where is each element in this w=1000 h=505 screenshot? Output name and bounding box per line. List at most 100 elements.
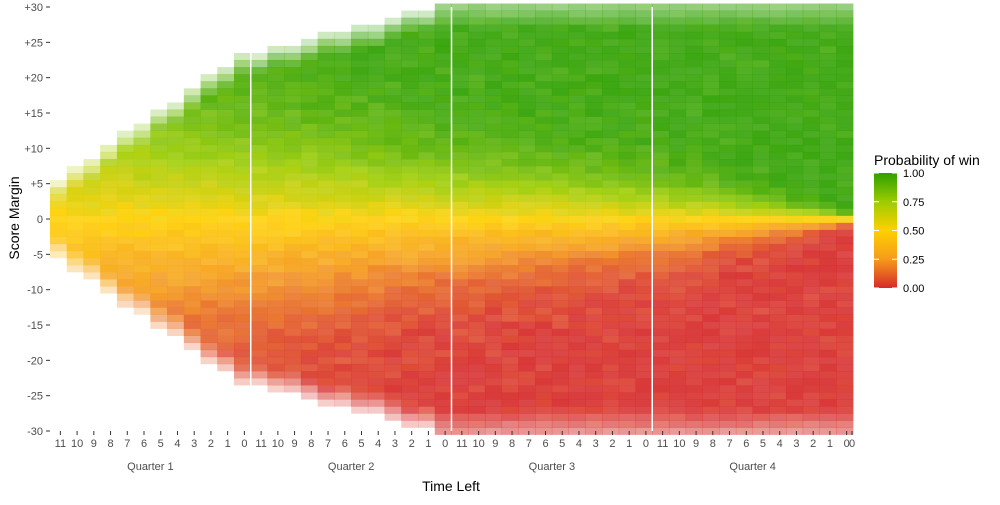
heatmap-cell xyxy=(83,229,101,238)
heatmap-cell xyxy=(551,392,570,400)
heatmap-cell xyxy=(752,243,770,252)
heatmap-cell xyxy=(267,201,285,209)
heatmap-cell xyxy=(183,314,201,322)
heatmap-cell xyxy=(685,222,703,230)
heatmap-cell xyxy=(334,137,352,146)
heatmap-cell xyxy=(284,151,302,160)
heatmap-cell xyxy=(367,222,385,230)
heatmap-cell xyxy=(836,328,854,336)
heatmap-cell xyxy=(618,342,636,351)
heatmap-cell xyxy=(568,123,586,132)
heatmap-cell xyxy=(652,215,670,223)
heatmap-cell xyxy=(802,109,820,117)
heatmap-cell xyxy=(769,293,787,301)
heatmap-cell xyxy=(685,109,703,117)
heatmap-cell xyxy=(568,272,586,280)
heatmap-cell xyxy=(300,378,319,386)
heatmap-cell xyxy=(217,173,235,181)
heatmap-cell xyxy=(116,250,135,259)
heatmap-cell xyxy=(685,385,703,393)
heatmap-cell xyxy=(551,406,570,414)
heatmap-cell xyxy=(351,102,369,110)
heatmap-cell xyxy=(267,109,285,117)
heatmap-cell xyxy=(668,123,687,132)
heatmap-cell xyxy=(334,123,352,132)
heatmap-cell xyxy=(300,81,319,89)
heatmap-cell xyxy=(685,328,703,336)
heatmap-cell xyxy=(769,88,787,96)
heatmap-cell xyxy=(167,215,185,223)
heatmap-cell xyxy=(234,137,252,146)
heatmap-cell xyxy=(317,81,335,89)
heatmap-cell xyxy=(819,116,837,124)
heatmap-cell xyxy=(384,314,402,322)
heatmap-cell xyxy=(217,123,235,132)
heatmap-cell xyxy=(635,293,653,301)
heatmap-cell xyxy=(652,363,670,372)
heatmap-cell xyxy=(618,272,636,280)
heatmap-cell xyxy=(668,102,687,110)
heatmap-cell xyxy=(451,123,469,132)
heatmap-cell xyxy=(217,215,235,223)
heatmap-cell xyxy=(317,250,335,259)
heatmap-cell xyxy=(635,222,653,230)
heatmap-cell xyxy=(535,187,553,195)
heatmap-cell xyxy=(468,67,486,75)
heatmap-cell xyxy=(551,250,570,259)
heatmap-cell xyxy=(418,349,436,358)
heatmap-cell xyxy=(451,300,469,308)
heatmap-cell xyxy=(451,399,469,407)
heatmap-cell xyxy=(752,123,770,132)
heatmap-cell xyxy=(451,215,469,223)
heatmap-cell xyxy=(719,243,737,252)
heatmap-cell xyxy=(668,392,687,400)
heatmap-cell xyxy=(484,24,503,33)
heatmap-cell xyxy=(518,342,536,351)
heatmap-cell xyxy=(317,151,335,160)
x-axis: 11 10 9 8 7 6 5 4 3 2 1 0 11 10 9 8 7 6 5 4 3 2 1 0 11 10 9 8 7 6 5 4 3 2… xyxy=(55,431,855,473)
heatmap-cell xyxy=(819,257,837,266)
heatmap-cell xyxy=(250,109,268,117)
heatmap-cell xyxy=(167,314,185,322)
heatmap-cell xyxy=(434,45,452,54)
heatmap-cell xyxy=(468,307,486,315)
heatmap-cell xyxy=(769,321,787,329)
heatmap-cell xyxy=(66,222,84,230)
heatmap-cell xyxy=(468,109,486,117)
heatmap-cell xyxy=(434,349,452,358)
heatmap-cell xyxy=(468,17,486,26)
heatmap-cell xyxy=(451,31,469,40)
heatmap-cell xyxy=(551,38,570,47)
heatmap-cell xyxy=(568,10,586,18)
heatmap-cell xyxy=(267,293,285,301)
heatmap-cell xyxy=(501,243,519,252)
heatmap-cell xyxy=(200,109,218,117)
heatmap-cell xyxy=(150,300,168,308)
heatmap-cell xyxy=(836,137,854,146)
heatmap-cell xyxy=(635,208,653,216)
heatmap-cell xyxy=(451,378,469,386)
heatmap-cell xyxy=(786,187,804,195)
heatmap-cell xyxy=(585,137,603,146)
heatmap-cell xyxy=(401,88,419,96)
heatmap-cell xyxy=(217,144,235,153)
heatmap-cell xyxy=(234,370,252,379)
heatmap-cell xyxy=(167,272,185,280)
heatmap-cell xyxy=(535,250,553,259)
heatmap-cell xyxy=(384,24,402,33)
x-tick-label: 1 xyxy=(425,438,431,450)
heatmap-cell xyxy=(735,250,754,259)
heatmap-cell xyxy=(367,144,385,153)
heatmap-cell xyxy=(367,81,385,89)
heatmap-cell xyxy=(735,109,754,117)
heatmap-cell xyxy=(418,385,436,393)
heatmap-cell xyxy=(351,257,369,266)
heatmap-cell xyxy=(234,293,252,301)
heatmap-cell xyxy=(133,158,151,167)
heatmap-cell xyxy=(585,201,603,209)
heatmap-cell xyxy=(719,250,737,259)
heatmap-cell xyxy=(702,392,720,400)
heatmap-cell xyxy=(217,102,235,110)
heatmap-cell xyxy=(769,151,787,160)
